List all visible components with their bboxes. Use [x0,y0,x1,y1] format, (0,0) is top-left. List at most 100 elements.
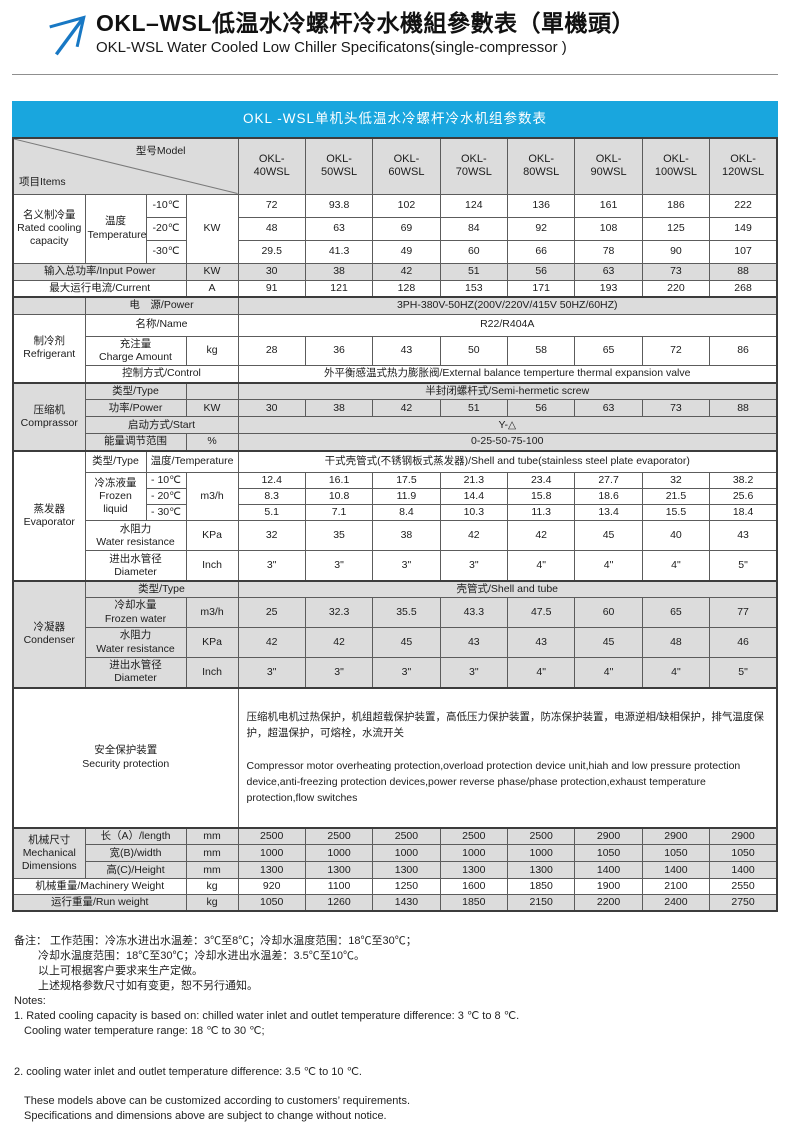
row-label: 温度/Temperature [145,449,239,473]
data-cell: 32 [641,471,711,490]
row-label: 机械重量/Machinery Weight [12,878,187,896]
unit-cell: kg [185,335,239,366]
data-cell: 102 [372,193,441,218]
row-compressor-start: 启动方式/Start Y-△ [13,416,778,435]
data-cell: 45 [372,627,441,658]
data-cell: 13.4 [574,504,643,522]
data-cell: OKL- 60WSL [372,137,441,195]
data-cell: 30 [237,399,306,418]
data-cell: 42 [506,520,576,552]
data-cell: 10.3 [439,504,509,522]
notes: 备注： 工作范围：冷冻水进出水温差：3℃至8℃；冷却水温度范围：18℃至30℃；… [14,934,778,1124]
value-cell: 外平衡感温式热力膨胀阀/External balance temperture … [237,364,778,384]
data-cell: 25 [237,597,306,628]
corner-diagonal-line [14,139,238,194]
row-label: 长（A）/length [84,826,187,846]
security-text-cn: 压缩机电机过热保护，机组超载保护装置，高低压力保护装置，防冻保护装置，电源逆相/… [246,710,764,740]
section-label-condenser: 冷凝器 Condenser [12,579,86,688]
data-cell: 1050 [574,844,643,863]
data-cell: 17.5 [372,471,441,490]
value-cell: 半封闭螺杆式/Semi-hermetic screw [237,382,778,401]
row-label: 启动方式/Start [84,416,239,435]
temp-cell: - 10℃ [145,471,187,490]
page-subtitle: OKL-WSL Water Cooled Low Chiller Specifi… [96,38,567,56]
data-cell: 2900 [641,826,711,846]
data-cell: 3" [372,550,441,582]
security-text-cell: 压缩机电机过热保护，机组超载保护装置，高低压力保护装置，防冻保护装置，电源逆相/… [237,686,778,829]
data-cell: 23.4 [506,471,576,490]
data-cell: 2900 [709,826,778,846]
table-title-banner: OKL -WSL单机头低温水冷螺杆冷水机组参数表 [12,101,778,137]
row-refrigerant-charge: 充注量 Charge Amount kg 28 36 43 50 58 65 72 86 [13,335,778,366]
data-cell: 2550 [709,878,778,896]
row-label: 高(C)/Height [84,861,187,880]
temp-cell: - 20℃ [145,488,187,506]
data-cell: OKL- 120WSL [709,137,778,195]
data-cell: 35 [304,520,374,552]
data-cell: 1300 [304,861,374,880]
data-cell: 3" [439,657,509,688]
data-cell: 65 [641,597,711,628]
row-label: 输入总功率/Input Power [12,262,187,281]
data-cell: 29.5 [237,239,306,264]
unit-cell: KW [185,262,239,281]
data-cell: 2500 [372,826,441,846]
data-cell: 4" [506,550,576,582]
data-cell: 72 [237,193,306,218]
row-label: 宽(B)/width [84,844,187,863]
row-condenser-resistance: 水阻力 Water resistance KPa 42 42 45 43 43 45 48 4… [13,627,778,658]
data-cell: 2200 [574,894,643,912]
data-cell: 25.6 [709,488,778,506]
data-cell: 5" [709,550,778,582]
data-cell: 1400 [641,861,711,880]
note-line: 上述规格参数尺寸如有变更，恕不另行通知。 [38,980,258,993]
section-label-compressor: 压缩机 Comprassor [12,382,86,452]
value-cell: R22/R404A [237,313,778,337]
data-cell: OKL- 50WSL [304,137,374,195]
temp-cell: -20℃ [145,216,187,241]
data-cell: 1000 [506,844,576,863]
row-machinery-weight: 机械重量/Machinery Weight kg 920 1100 1250 1600… [12,878,778,896]
row-condenser-diameter: 进出水管径 Diameter Inch 3" 3" 3" 3" 4" 4" 4" 5" [13,657,778,688]
section-label-capacity: 名义制冷量 Rated cooling capacity [12,193,86,264]
data-cell: 16.1 [304,471,374,490]
data-cell: 1050 [709,844,778,863]
data-cell: 136 [506,193,576,218]
arrow-logo-icon [49,15,86,56]
data-cell: 171 [506,279,576,298]
data-cell: 42 [372,399,441,418]
notes-en-header: Notes: [14,995,46,1008]
row-evaporator-frozen-20: - 20℃ 8.3 10.8 11.9 14.4 15.8 18.6 21.5 25.6 [13,488,778,506]
data-cell: 38 [372,520,441,552]
data-cell: 51 [439,399,509,418]
data-cell: 63 [304,216,374,241]
data-cell: 108 [574,216,643,241]
data-cell: 10.8 [304,488,374,506]
unit-cell: m3/h [185,471,239,522]
data-cell: 1850 [439,894,509,912]
empty-cell [185,382,239,401]
data-cell: 49 [372,239,441,264]
data-cell: 5" [709,657,778,688]
label-temperature: 温度 Temperature [84,193,147,264]
row-label: 能量调节范围 [84,433,187,451]
data-cell: 8.4 [372,504,441,522]
header-row: 项目Items 型号Model OKL- 40WSL OKL- 50WSL OKL-… [12,137,778,195]
data-cell: 66 [506,239,576,264]
data-cell: 32.3 [304,597,374,628]
section-label-evaporator: 蒸发器 Evaporator [12,449,86,582]
data-cell: 63 [574,262,643,281]
data-cell: 4" [641,657,711,688]
data-cell: OKL- 40WSL [237,137,306,195]
note-line: 1. Rated cooling capacity is based on: c… [14,1010,520,1023]
row-evaporator-resistance: 水阻力 Water resistance KPa 32 35 38 42 42 45 40 4… [13,520,778,552]
value-cell: 3PH-380V-50HZ(200V/220V/415V 50HZ/60HZ) [237,296,778,315]
unit-cell: mm [185,844,239,863]
data-cell: 1000 [372,844,441,863]
unit-cell: KPa [185,627,239,658]
data-cell: 1000 [237,844,306,863]
data-cell: 222 [709,193,778,218]
row-capacity-minus10: 名义制冷量 Rated cooling capacity 温度 Temperat… [12,193,778,264]
section-label-security: 安全保护装置 Security protection [12,686,239,829]
data-cell: 4" [574,550,643,582]
